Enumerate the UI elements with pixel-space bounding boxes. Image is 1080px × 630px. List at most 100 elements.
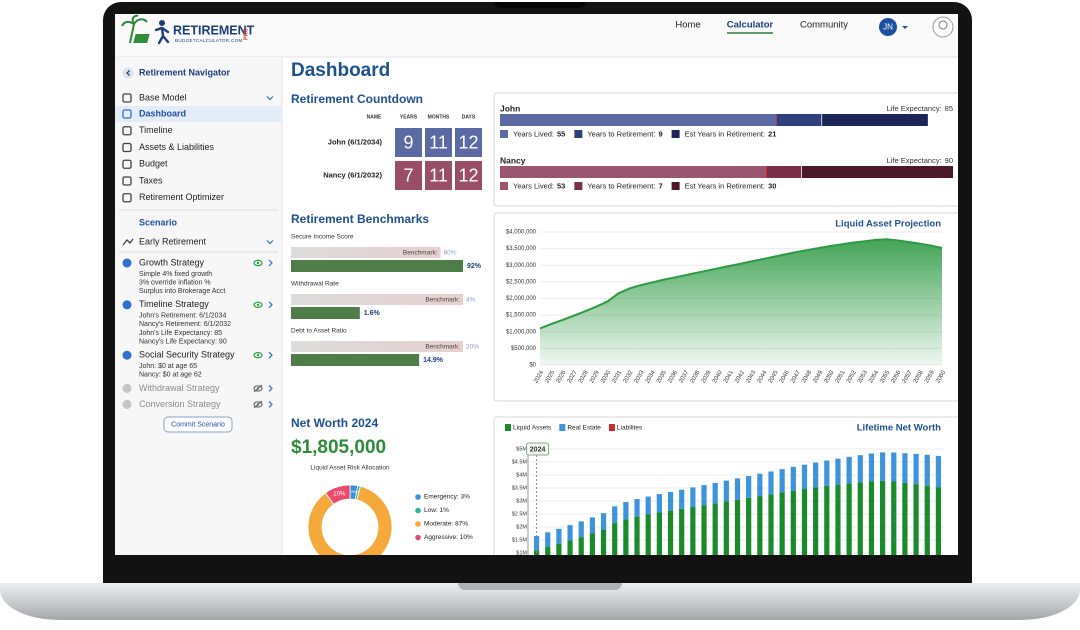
bar-segment: [667, 491, 674, 511]
benchmark-text: Benchmark:: [403, 250, 438, 257]
profile-icon[interactable]: [932, 16, 954, 38]
legend-swatch: [500, 130, 508, 138]
bar-segment: [712, 482, 718, 504]
bar-segment: [779, 469, 785, 493]
slice-label: 10%: [333, 491, 346, 497]
logo-badge: PRO: [243, 27, 249, 40]
avatar-caret: [902, 26, 908, 29]
strategy-chevron: [268, 351, 273, 359]
life-expectancy: Life Expectancy: 90: [887, 156, 953, 165]
pie-slice: [307, 485, 393, 555]
strategy-name[interactable]: Conversion Strategy: [139, 399, 221, 409]
eye-icon[interactable]: [253, 352, 263, 359]
benchmark-bar: [291, 294, 463, 305]
countdown-value: 12: [458, 132, 478, 152]
bar-segment: [612, 506, 618, 524]
bar-segment: [746, 497, 752, 555]
strategy-name[interactable]: Social Security Strategy: [139, 350, 235, 360]
base-model[interactable]: Base Model: [139, 92, 187, 102]
highlight-tag: [526, 442, 550, 456]
y-tick-label: $1,500,000: [506, 313, 537, 319]
logo-panel: [133, 34, 150, 43]
menu-item[interactable]: Timeline: [139, 125, 173, 135]
legend-text: Liabilites: [617, 425, 643, 432]
bar-segment: [589, 533, 595, 555]
countdown-header: DAYS: [462, 114, 476, 120]
legend-swatch: [500, 182, 508, 190]
strategy-icon: [122, 258, 132, 268]
legend-swatch: [574, 182, 583, 190]
bar-segment: [891, 452, 897, 482]
bar-segment: [612, 523, 618, 555]
countdown-box: [455, 161, 482, 190]
menu-item[interactable]: Budget: [139, 159, 168, 169]
strategy-chevron: [268, 384, 273, 392]
slice-label: 1%: [355, 491, 360, 495]
bar-segment: [846, 483, 852, 555]
bar-segment: [801, 464, 808, 490]
eye-icon[interactable]: [253, 259, 263, 267]
menu-item[interactable]: Retirement Optimizer: [139, 192, 224, 202]
bar-segment: [701, 505, 707, 555]
countdown-value: 11: [429, 165, 448, 185]
legend-name: Est Years in Retirement:: [685, 129, 765, 138]
bar-segment: [567, 525, 573, 541]
eye-icon[interactable]: [253, 401, 263, 408]
scenario-name[interactable]: Early Retirement: [139, 236, 207, 246]
nav-link[interactable]: Home: [675, 20, 700, 31]
strategy-name[interactable]: Growth Strategy: [139, 257, 205, 267]
legend-swatch: [559, 424, 566, 431]
y-tick-label: $2,000,000: [506, 296, 537, 302]
nav-link[interactable]: Community: [800, 20, 848, 31]
bar-segment: [623, 502, 629, 520]
legend-name: Years Lived:: [513, 129, 554, 138]
bar-segment: [790, 466, 796, 491]
menu-item[interactable]: Taxes: [139, 175, 163, 185]
back-button[interactable]: [122, 67, 134, 79]
bar-segment: [634, 516, 640, 555]
laptop-dent: [458, 583, 622, 590]
bar-segment: [857, 455, 863, 483]
menu-icon: [122, 176, 132, 186]
strategy-detail: Nancy's Retirement: 6/1/2032: [139, 321, 231, 328]
eye-icon[interactable]: [253, 301, 263, 308]
bar-segment: [701, 485, 707, 506]
logo-name: RETIREMENT: [173, 23, 255, 37]
strategy-detail: John's Life Expectancy: 85: [139, 330, 222, 337]
legend-value: 9: [658, 129, 662, 138]
chevron: [266, 96, 274, 101]
bar-segment: [757, 473, 763, 497]
strategy-name[interactable]: Timeline Strategy: [139, 299, 209, 309]
legend-text: Low: 1%: [424, 507, 449, 514]
countdown-box: [425, 128, 452, 157]
nav-link[interactable]: Calculator: [727, 20, 774, 31]
value-bar: [291, 260, 463, 272]
life-segment: [822, 114, 928, 126]
chart-title: Lifetime Net Worth: [857, 423, 941, 434]
bar-segment: [723, 501, 729, 555]
avatar[interactable]: [879, 18, 897, 36]
bar-segment: [545, 547, 551, 555]
menu-item[interactable]: Assets & Liabilities: [139, 142, 215, 152]
countdown-name: Nancy (6/1/2032): [323, 170, 382, 179]
countdown-header: NAME: [367, 114, 382, 120]
eye-icon[interactable]: [253, 385, 263, 392]
legend-text: Est Years in Retirement: 21: [685, 129, 777, 138]
bar-segment: [768, 494, 774, 555]
y-tick-label: $2.5M: [512, 511, 528, 517]
countdown-box: [455, 128, 482, 157]
menu-item[interactable]: Dashboard: [139, 108, 186, 118]
bar-segment: [902, 482, 908, 555]
strategy-detail: Simple 4% fixed growth: [139, 271, 212, 278]
legend-text: Years to Retirement: 7: [587, 181, 662, 190]
life-segment: [500, 166, 767, 178]
strategy-detail: 3% override inflation %: [139, 279, 211, 286]
legend-name: Years to Retirement:: [587, 129, 655, 138]
eye-slash: [253, 400, 263, 409]
y-tick-label: $1M: [516, 550, 527, 555]
life-expectancy-value: 85: [945, 104, 953, 113]
commit-button[interactable]: [163, 416, 233, 433]
countdown-value: 7: [403, 165, 413, 185]
strategy-name[interactable]: Withdrawal Strategy: [139, 383, 220, 393]
